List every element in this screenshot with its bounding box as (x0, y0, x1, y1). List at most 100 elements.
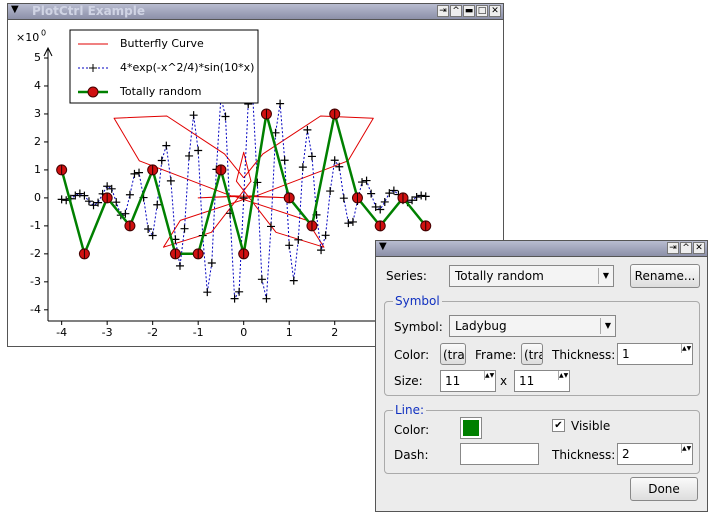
x-tick-label: 2 (331, 326, 338, 339)
cross-marker (358, 178, 367, 187)
size-height-spin[interactable]: 11 (514, 370, 570, 392)
cross-marker (371, 202, 380, 211)
cross-marker (221, 112, 230, 121)
frame-button[interactable]: (tra (521, 343, 543, 365)
close[interactable]: ✕ (489, 5, 501, 17)
ladybug-marker (397, 192, 409, 204)
cross-marker (421, 192, 430, 201)
y-tick-label: 1 (34, 163, 41, 176)
label: Symbol: (394, 320, 443, 334)
x-tick-label: -1 (193, 326, 204, 339)
cross-marker (144, 225, 153, 234)
button[interactable]: □ (476, 5, 488, 17)
button[interactable]: ▬ (463, 5, 475, 17)
cross-marker (166, 176, 175, 185)
group-title: Symbol (393, 294, 442, 308)
cross-marker (189, 111, 198, 120)
label: Frame: (475, 348, 517, 362)
cross-marker (289, 276, 298, 285)
cross-marker (348, 217, 357, 226)
x-tick-label: 1 (286, 326, 293, 339)
legend-marker (89, 64, 97, 72)
label: Color: (394, 348, 430, 362)
line-color-button[interactable] (460, 417, 482, 439)
button[interactable]: ⇥ (667, 242, 679, 254)
series-line (113, 115, 374, 248)
cross-marker (130, 169, 139, 178)
y-axis-arrow (43, 46, 53, 57)
button[interactable]: ^ (450, 5, 462, 17)
close[interactable]: ✕ (693, 242, 705, 254)
cross-marker (153, 200, 162, 209)
group-title: Line: (393, 403, 427, 417)
cross-marker (276, 99, 285, 108)
cross-marker (326, 187, 335, 196)
visible-checkbox[interactable]: ✔ (552, 419, 565, 432)
cross-marker (257, 275, 266, 284)
cross-marker (321, 231, 330, 240)
done-button[interactable]: Done (630, 477, 698, 501)
ladybug-marker (329, 108, 341, 120)
cross-marker (57, 195, 66, 204)
ladybug-marker (238, 248, 250, 260)
y-tick-label: 4 (34, 79, 41, 92)
cross-marker (285, 241, 294, 250)
y-scale-label: ×10 (16, 31, 39, 44)
label: Thickness: (552, 448, 616, 462)
cross-marker (339, 194, 348, 203)
y-tick-label: 2 (34, 135, 41, 148)
cross-marker (175, 261, 184, 270)
cross-marker (389, 186, 398, 195)
cross-marker (298, 163, 307, 172)
label: Dash: (394, 448, 429, 462)
cross-marker (75, 189, 84, 198)
legend-label: 4*exp(-x^2/4)*sin(10*x) (120, 61, 254, 74)
ladybug-marker (56, 164, 68, 176)
label: x (500, 374, 508, 388)
ladybug-marker (351, 192, 363, 204)
size-width-spin[interactable]: 11 (440, 370, 496, 392)
cross-marker (294, 235, 303, 244)
cross-marker (303, 125, 312, 134)
title-bar: ▼ PlotCtrl Example ⇥ ^ ▬ □ ✕ (8, 4, 503, 20)
line-thickness-spin[interactable]: 2 (617, 443, 693, 465)
x-tick-label: -4 (56, 326, 67, 339)
series-combo[interactable]: Totally random (449, 265, 614, 287)
menu-button[interactable]: ▼ (379, 241, 387, 252)
cross-marker (267, 222, 275, 231)
x-tick-label: 0 (240, 326, 247, 339)
dash-field[interactable] (460, 443, 539, 465)
cross-marker (317, 246, 326, 255)
ladybug-marker (260, 108, 272, 120)
y-tick-label: -4 (30, 303, 41, 316)
rename-button[interactable]: Rename... (630, 264, 700, 288)
cross-marker (330, 156, 339, 165)
menu-button[interactable]: ▼ (11, 4, 19, 15)
thickness-spin[interactable]: 1 (617, 343, 693, 365)
legend-label: Butterfly Curve (120, 37, 204, 50)
ladybug-marker (283, 192, 295, 204)
cross-marker (185, 151, 194, 160)
legend: Butterfly Curve 4*exp(-x^2/4)*sin(10*x) To… (69, 29, 259, 104)
cross-marker (271, 128, 280, 137)
color-button[interactable]: (tra (440, 343, 466, 365)
label: Visible (571, 419, 611, 433)
ladybug-marker (420, 220, 432, 232)
legend-marker (87, 86, 99, 98)
plot-area (56, 93, 432, 303)
x-tick-label: -2 (147, 326, 158, 339)
y-tick-label: -2 (30, 247, 41, 260)
cross-marker (180, 224, 189, 233)
cross-marker (80, 191, 89, 200)
cross-marker (157, 156, 166, 165)
label: Size: (394, 374, 423, 388)
symbol-combo[interactable]: Ladybug (449, 315, 616, 337)
cross-marker (344, 219, 353, 228)
button[interactable]: ⇥ (437, 5, 449, 17)
button[interactable]: ^ (680, 242, 692, 254)
cross-marker (367, 189, 376, 198)
cross-marker (262, 294, 271, 303)
ladybug-marker (192, 248, 204, 260)
cross-marker (94, 198, 103, 207)
